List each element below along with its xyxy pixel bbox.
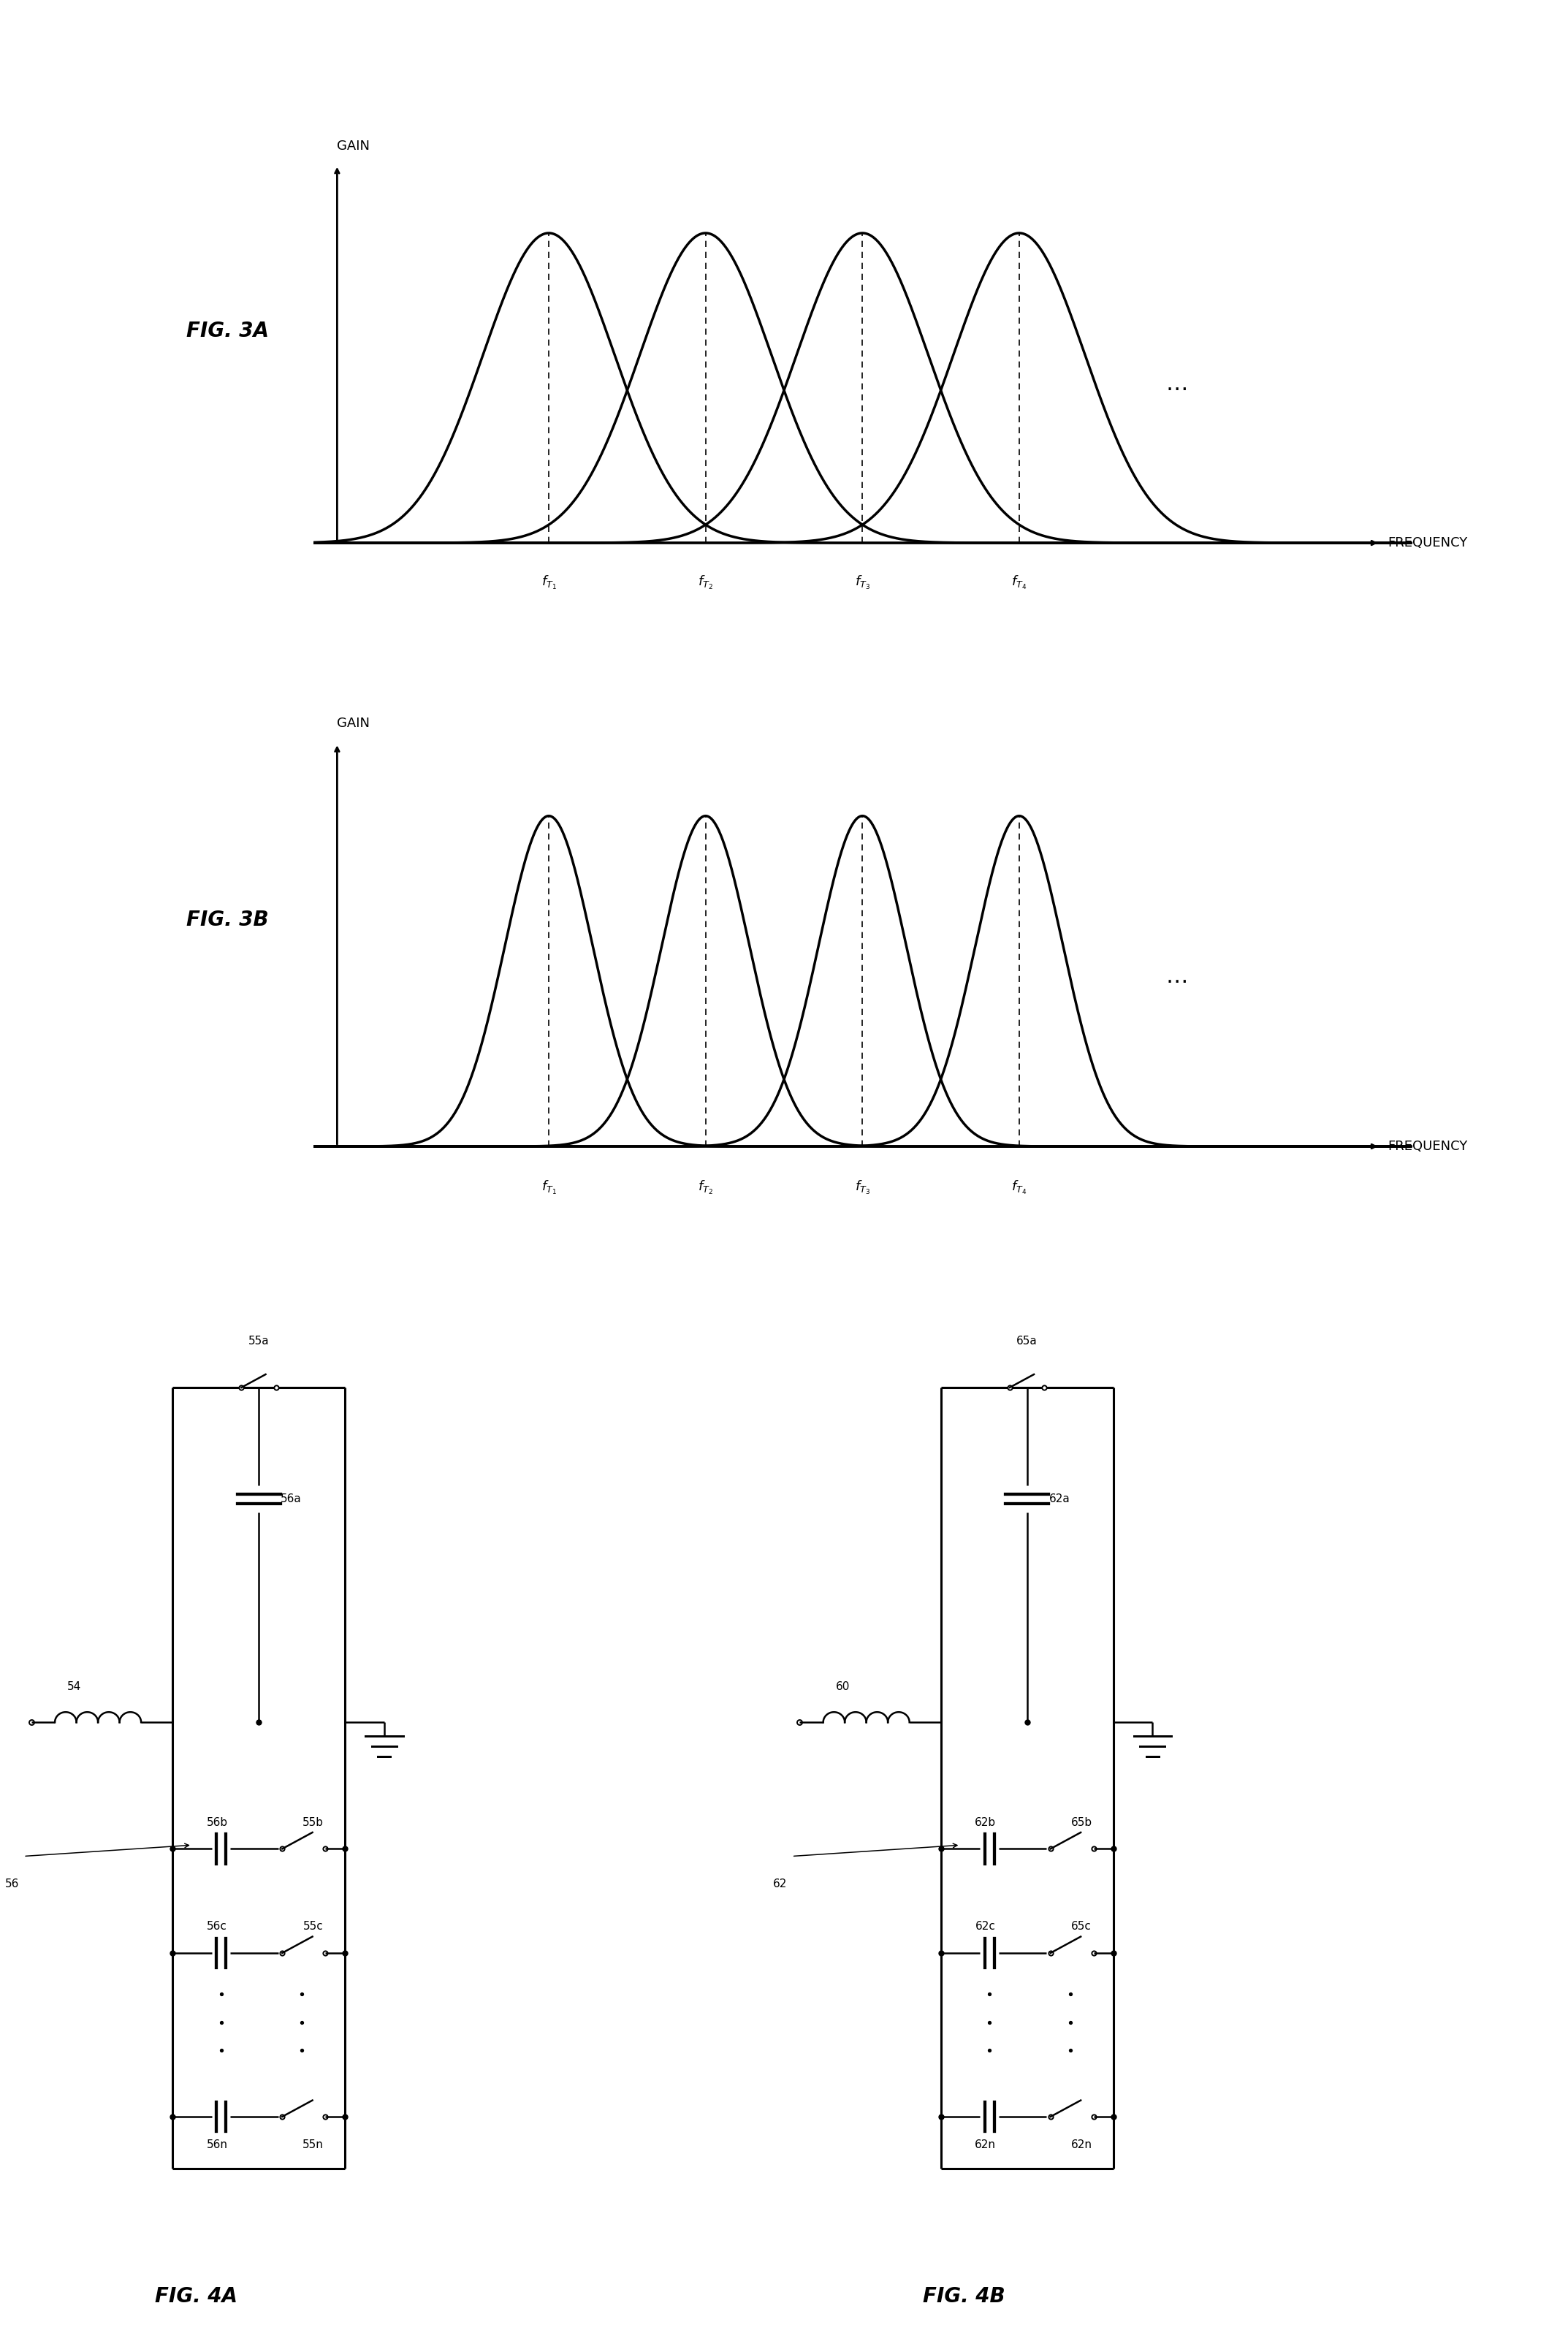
Text: 65c: 65c — [1071, 1922, 1091, 1931]
Text: 55c: 55c — [303, 1922, 323, 1931]
Text: FIG. 3B: FIG. 3B — [187, 911, 270, 929]
Text: $f_{T_1}$: $f_{T_1}$ — [541, 1180, 557, 1196]
Text: 56n: 56n — [207, 2140, 227, 2149]
Text: 62b: 62b — [975, 1817, 996, 1828]
Text: FIG. 3A: FIG. 3A — [187, 321, 270, 342]
Text: 55n: 55n — [303, 2140, 323, 2149]
Text: $f_{T_3}$: $f_{T_3}$ — [855, 574, 870, 590]
Text: GAIN: GAIN — [337, 140, 370, 152]
Text: 55b: 55b — [303, 1817, 325, 1828]
Text: 56b: 56b — [207, 1817, 227, 1828]
Text: GAIN: GAIN — [337, 716, 370, 730]
Text: $\cdots$: $\cdots$ — [1165, 377, 1187, 398]
Text: $f_{T_1}$: $f_{T_1}$ — [541, 574, 557, 590]
Text: 56c: 56c — [207, 1922, 227, 1931]
Text: 62a: 62a — [1049, 1494, 1069, 1505]
Text: 56a: 56a — [281, 1494, 301, 1505]
Text: FREQUENCY: FREQUENCY — [1388, 1140, 1468, 1154]
Text: 60: 60 — [836, 1681, 850, 1693]
Text: 62n: 62n — [1071, 2140, 1093, 2149]
Text: FIG. 4B: FIG. 4B — [924, 2285, 1005, 2306]
Text: 56: 56 — [5, 1877, 19, 1889]
Text: 55a: 55a — [248, 1337, 270, 1346]
Text: 62n: 62n — [975, 2140, 996, 2149]
Text: 62c: 62c — [975, 1922, 996, 1931]
Text: $f_{T_2}$: $f_{T_2}$ — [698, 574, 713, 590]
Text: 54: 54 — [67, 1681, 82, 1693]
Text: FIG. 4A: FIG. 4A — [155, 2285, 237, 2306]
Text: $\cdots$: $\cdots$ — [1165, 972, 1187, 993]
Text: 65b: 65b — [1071, 1817, 1093, 1828]
Text: $f_{T_4}$: $f_{T_4}$ — [1011, 1180, 1027, 1196]
Text: $f_{T_3}$: $f_{T_3}$ — [855, 1180, 870, 1196]
Text: $f_{T_4}$: $f_{T_4}$ — [1011, 574, 1027, 590]
Text: 65a: 65a — [1016, 1337, 1038, 1346]
Text: 62: 62 — [773, 1877, 787, 1889]
Text: FREQUENCY: FREQUENCY — [1388, 536, 1468, 550]
Text: $f_{T_2}$: $f_{T_2}$ — [698, 1180, 713, 1196]
